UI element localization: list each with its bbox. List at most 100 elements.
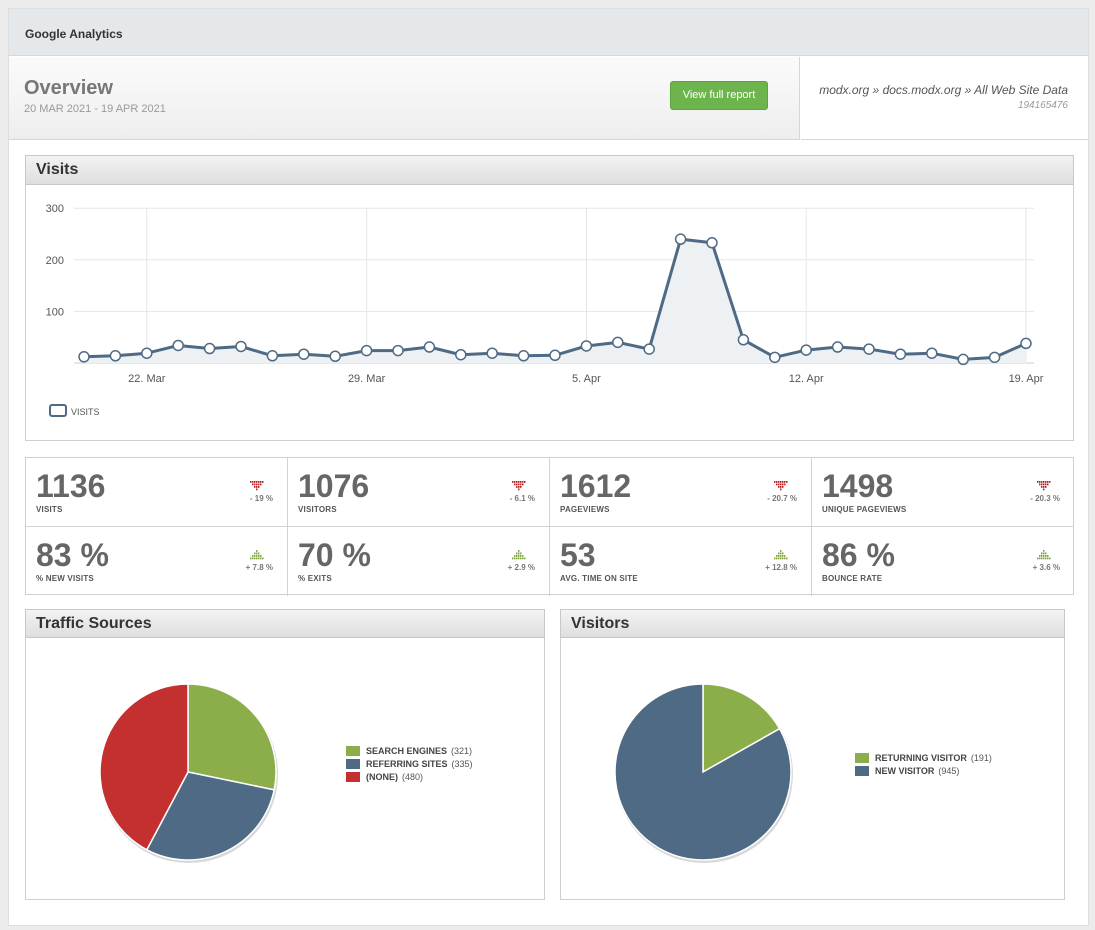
data-point[interactable]	[392, 344, 404, 357]
legend-item[interactable]: (NONE) (480)	[346, 770, 473, 783]
stat-value: 70 %	[298, 537, 371, 573]
data-point[interactable]	[988, 351, 1001, 364]
legend-swatch	[346, 771, 360, 782]
x-tick-label: 29. Mar	[348, 373, 386, 385]
pie-slice[interactable]	[187, 683, 277, 791]
stat-label: VISITS	[36, 505, 63, 514]
stat-value: 86 %	[822, 537, 895, 573]
visits-chart: 100 200 300 22. Mar 29. Mar 5. Apr 12. Apr 19. …	[46, 203, 1044, 417]
legend-swatch	[855, 752, 869, 763]
data-point[interactable]	[235, 340, 247, 353]
data-point[interactable]	[643, 343, 655, 355]
data-point[interactable]	[266, 350, 279, 362]
legend-swatch	[855, 765, 869, 776]
x-tick-label: 19. Apr	[1009, 373, 1044, 385]
pie-slice[interactable]	[145, 771, 276, 861]
stat-change: + 3.6 %	[1032, 563, 1060, 572]
traffic-sources-box: SEARCH ENGINES (321) REFERRING SITES (335)(…	[25, 637, 545, 900]
legend-item[interactable]: RETURNING VISITOR (191)	[855, 751, 992, 764]
stat-change: - 20.3 %	[1030, 494, 1060, 503]
data-point[interactable]	[957, 353, 969, 366]
data-point[interactable]	[455, 348, 467, 361]
data-point[interactable]	[894, 348, 907, 360]
pie-slice[interactable]	[702, 683, 781, 774]
stat-label: % NEW VISITS	[36, 574, 94, 583]
stat-change: - 6.1 %	[509, 494, 535, 503]
stat-card: 1498 UNIQUE PAGEVIEWS - 20.3 %	[812, 458, 1074, 527]
profile-info: modx.org » docs.modx.org » All Web Site …	[801, 57, 1088, 140]
legend-item[interactable]: NEW VISITOR (945)	[855, 764, 992, 777]
trend-down-icon	[250, 478, 265, 491]
profile-path[interactable]: modx.org » docs.modx.org » All Web Site …	[819, 83, 1068, 97]
data-point[interactable]	[674, 233, 687, 245]
stat-label: VISITORS	[298, 505, 337, 514]
traffic-sources-pie	[99, 683, 278, 863]
legend-count: (480)	[402, 771, 424, 782]
data-point[interactable]	[141, 347, 153, 359]
legend-label: (NONE)	[366, 771, 398, 782]
stat-change: + 2.9 %	[507, 563, 535, 572]
overview-title: Overview	[24, 77, 113, 99]
data-point[interactable]	[737, 334, 750, 346]
data-point[interactable]	[360, 344, 373, 357]
visitors-legend: RETURNING VISITOR (191) NEW VISITOR (945)	[855, 751, 992, 777]
stat-value: 1498	[822, 468, 894, 504]
y-tick-label: 300	[46, 203, 64, 215]
legend-label: REFERRING SITES	[366, 758, 448, 769]
stat-card: 1136 VISITS - 19 %	[26, 458, 288, 527]
data-point[interactable]	[800, 344, 812, 356]
data-point[interactable]	[203, 342, 216, 355]
data-point[interactable]	[926, 347, 938, 359]
data-point[interactable]	[769, 351, 781, 364]
visits-title: Visits	[25, 155, 1074, 185]
data-point[interactable]	[831, 341, 844, 353]
legend-label: RETURNING VISITOR	[875, 752, 967, 763]
stat-change: + 12.8 %	[765, 563, 797, 572]
data-point[interactable]	[109, 350, 122, 362]
data-point[interactable]	[612, 336, 624, 349]
trend-up-icon	[250, 547, 265, 560]
data-point[interactable]	[298, 348, 310, 360]
stat-change: - 19 %	[249, 494, 273, 503]
legend-count: (191)	[970, 752, 992, 763]
stat-value: 1076	[298, 468, 370, 504]
data-point[interactable]	[329, 350, 341, 363]
stat-change: + 7.8 %	[245, 563, 273, 572]
legend-item[interactable]: REFERRING SITES (335)	[346, 757, 473, 770]
pie-slice[interactable]	[614, 683, 792, 861]
stat-card: 86 % BOUNCE RATE + 3.6 %	[812, 527, 1074, 596]
visits-line	[83, 237, 1027, 361]
data-point[interactable]	[172, 339, 184, 352]
legend-swatch[interactable]	[49, 404, 67, 417]
data-point[interactable]	[863, 343, 875, 355]
trend-up-icon	[774, 547, 789, 560]
legend-item[interactable]: SEARCH ENGINES (321)	[346, 744, 473, 757]
data-point[interactable]	[486, 347, 498, 359]
traffic-sources-legend: SEARCH ENGINES (321) REFERRING SITES (335)(…	[346, 744, 473, 783]
data-point[interactable]	[580, 340, 593, 352]
data-point[interactable]	[549, 349, 561, 362]
stat-card: 53 AVG. TIME ON SITE + 12.8 %	[550, 527, 812, 596]
data-point[interactable]	[1020, 337, 1032, 350]
legend-count: (335)	[451, 758, 473, 769]
y-tick-label: 100	[46, 306, 64, 318]
analytics-panel: Google Analytics Overview 20 MAR 2021 - …	[8, 8, 1089, 926]
stats-grid: 1136 VISITS - 19 % 1076 VISITORS - 6.1 % 1612 P…	[25, 457, 1074, 596]
stat-value: 53	[560, 537, 596, 573]
data-point[interactable]	[78, 351, 90, 363]
y-tick-label: 200	[46, 255, 64, 267]
legend-label: NEW VISITOR	[875, 765, 935, 776]
stat-card: 70 %% EXITS + 2.9 %	[288, 527, 550, 596]
stat-label: AVG. TIME ON SITE	[560, 574, 638, 583]
view-full-report-button[interactable]: View full report	[670, 81, 768, 110]
pie-slice[interactable]	[99, 683, 189, 851]
trend-down-icon	[512, 478, 527, 491]
stat-label: % EXITS	[298, 574, 332, 583]
data-point[interactable]	[423, 341, 436, 353]
legend-swatch	[346, 745, 360, 756]
stat-card: 1076 VISITORS - 6.1 %	[288, 458, 550, 527]
legend-label[interactable]: VISITS	[71, 407, 100, 417]
data-point[interactable]	[517, 350, 530, 362]
panel-header: Google Analytics	[9, 9, 1088, 56]
data-point[interactable]	[706, 237, 718, 249]
